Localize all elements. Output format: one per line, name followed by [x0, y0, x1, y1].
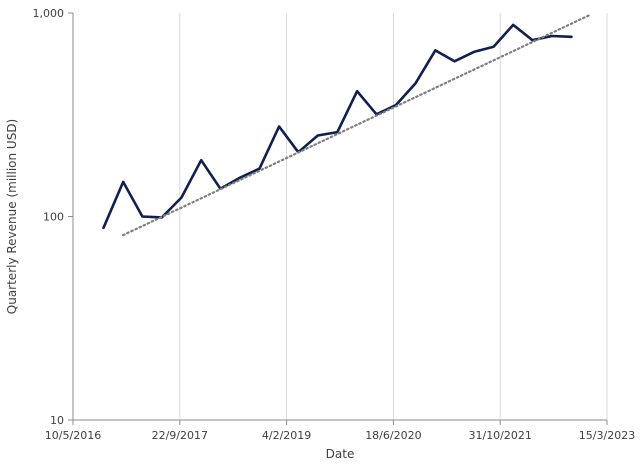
chart-tick-labels: 10/5/2016 22/9/2017 4/2/2019 18/6/2020 31/10… — [33, 7, 636, 442]
y-axis-title: Quarterly Revenue (million USD) — [5, 119, 19, 314]
chart-series — [102, 13, 593, 237]
trendline — [122, 13, 593, 237]
x-tick-label: 31/10/2021 — [468, 429, 531, 442]
chart-gridlines — [179, 13, 608, 420]
x-tick-label: 15/3/2023 — [579, 429, 635, 442]
chart-axes — [68, 12, 608, 425]
x-tick-label: 18/6/2020 — [365, 429, 421, 442]
x-tick-label: 10/5/2016 — [45, 429, 101, 442]
y-tick-label: 10 — [50, 414, 64, 427]
x-tick-label: 4/2/2019 — [262, 429, 311, 442]
y-tick-label: 1,000 — [33, 7, 65, 20]
y-tick-label: 100 — [43, 211, 64, 224]
revenue-line — [102, 23, 573, 230]
x-tick-label: 22/9/2017 — [152, 429, 208, 442]
x-axis-title: Date — [326, 447, 355, 461]
